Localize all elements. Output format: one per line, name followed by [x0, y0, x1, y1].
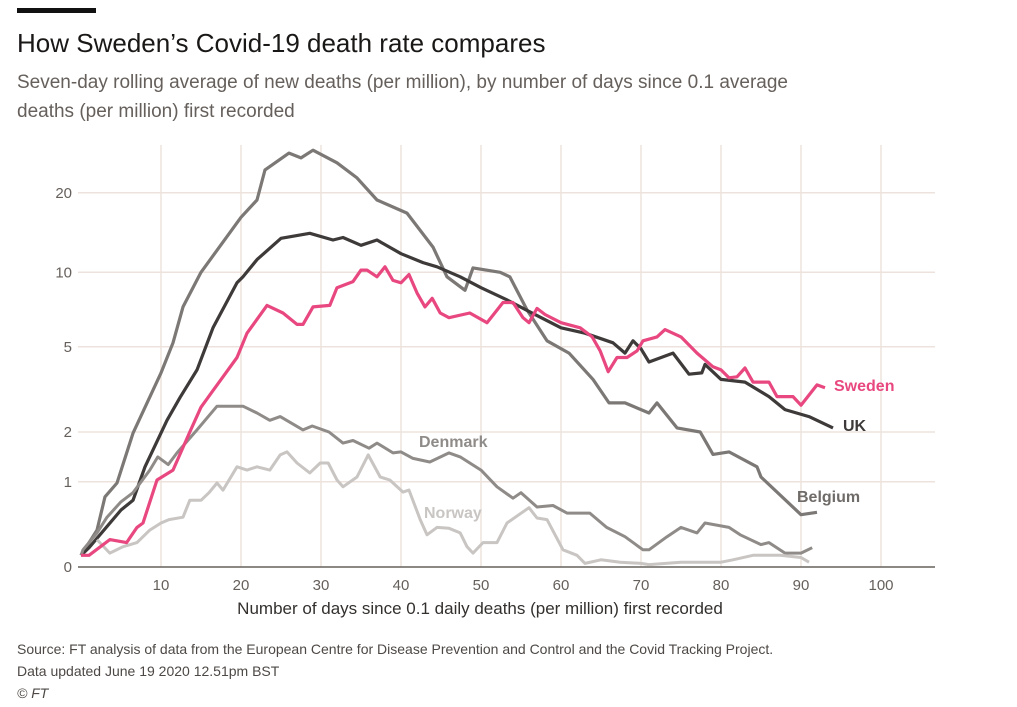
y-tick-label: 2	[64, 424, 72, 441]
series-line-sweden	[81, 265, 826, 557]
x-tick-label: 20	[233, 577, 250, 594]
y-tick-label: 5	[64, 339, 72, 356]
y-tick-label: 0	[64, 559, 72, 576]
series-label-belgium: Belgium	[797, 489, 860, 506]
series-line-norway	[95, 450, 810, 567]
ft-top-bar	[17, 8, 96, 13]
copyright: © FT	[17, 685, 49, 701]
y-tick-label: 1	[64, 474, 72, 491]
series-label-denmark: Denmark	[419, 434, 488, 451]
x-tick-label: 90	[793, 577, 810, 594]
x-tick-label: 100	[868, 577, 893, 594]
x-tick-label: 40	[393, 577, 410, 594]
series-line-belgium	[79, 148, 818, 557]
y-tick-label: 10	[55, 264, 72, 281]
series-line-uk	[79, 231, 834, 557]
x-axis-label: Number of days since 0.1 daily deaths (p…	[237, 599, 723, 618]
updated-note: Data updated June 19 2020 12.51pm BST	[17, 663, 280, 679]
chart-footer: Source: FT analysis of data from the Eur…	[17, 638, 773, 704]
chart-title: How Sweden’s Covid-19 death rate compare…	[17, 28, 546, 58]
x-tick-label: 70	[633, 577, 650, 594]
source-note: Source: FT analysis of data from the Eur…	[17, 641, 774, 657]
series-label-uk: UK	[843, 418, 867, 435]
x-tick-label: 80	[713, 577, 730, 594]
x-tick-label: 30	[313, 577, 330, 594]
y-tick-label: 20	[55, 185, 72, 202]
chart-subtitle: Seven-day rolling average of new deaths …	[17, 72, 788, 122]
x-tick-label: 50	[473, 577, 490, 594]
series-label-sweden: Sweden	[834, 378, 894, 395]
series-line-denmark	[79, 404, 813, 556]
x-tick-label: 10	[153, 577, 170, 594]
x-tick-label: 60	[553, 577, 570, 594]
series-label-norway: Norway	[424, 505, 482, 522]
